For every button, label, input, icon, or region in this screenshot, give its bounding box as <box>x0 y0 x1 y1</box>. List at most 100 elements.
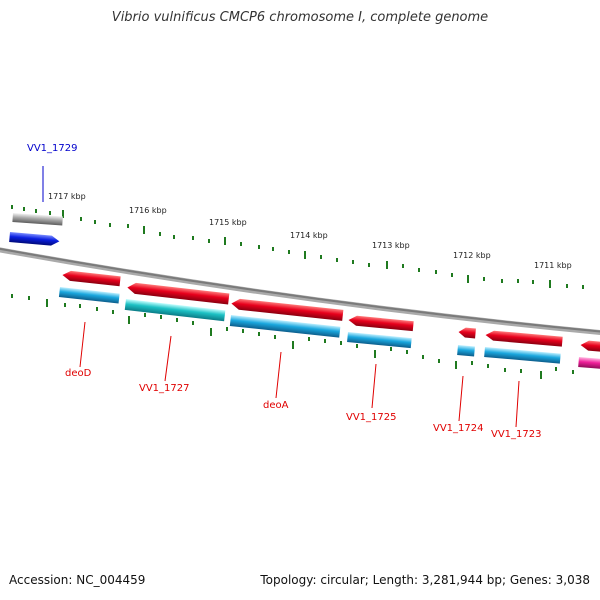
scale-dot <box>435 270 437 274</box>
genome-summary-text: Topology: circular; Length: 3,281,944 bp… <box>260 573 590 587</box>
gene-features <box>0 213 600 370</box>
deod-gene-feature <box>62 270 121 287</box>
scale-dot <box>572 370 574 374</box>
scale-dot <box>520 369 522 373</box>
scale-dot <box>471 361 473 365</box>
scale-dot <box>258 332 260 336</box>
scale-dot <box>127 224 129 228</box>
kbp-major-tick <box>143 226 145 234</box>
gene-label: deoA <box>263 400 289 411</box>
kbp-major-tick <box>549 280 551 288</box>
vv1-1729-cds-feature <box>12 213 63 226</box>
scale-dot <box>192 321 194 325</box>
scale-dot <box>208 239 210 243</box>
gene-label: VV1_1723 <box>491 429 542 440</box>
scale-dot <box>336 258 338 262</box>
scale-dot <box>109 223 111 227</box>
gene-label: deoD <box>65 368 92 379</box>
scale-dot <box>340 341 342 345</box>
scale-dot <box>94 220 96 224</box>
vv1-1725-cds-feature <box>347 332 412 349</box>
scale-dot <box>242 329 244 333</box>
kbp-label: 1712 kbp <box>453 251 491 260</box>
scale-dot <box>192 236 194 240</box>
kbp-major-tick <box>540 371 542 379</box>
label-leader-line <box>515 380 520 428</box>
scale-dot <box>28 296 30 300</box>
next-gene-feature <box>580 340 600 353</box>
scale-dot <box>487 364 489 368</box>
scale-dot <box>532 280 534 284</box>
vv1-1724-gene-feature <box>458 327 476 339</box>
scale-dot <box>356 344 358 348</box>
scale-dot <box>324 339 326 343</box>
label-leader-line <box>79 321 86 368</box>
map-title: Vibrio vulnificus CMCP6 chromosome I, co… <box>111 10 489 25</box>
vv1-1729-gene-feature <box>9 232 60 246</box>
scale-dot <box>258 245 260 249</box>
scale-dot <box>176 318 178 322</box>
scale-dot <box>402 264 404 268</box>
next-cds-feature <box>578 357 600 370</box>
scale-dot <box>64 303 66 307</box>
scale-dot <box>406 350 408 354</box>
scale-dot <box>483 277 485 281</box>
kbp-major-tick <box>128 316 130 324</box>
vv1-1724-cds-feature <box>457 345 475 357</box>
scale-dot <box>159 232 161 236</box>
vv1-1723-gene-feature <box>485 330 563 347</box>
scale-dot <box>504 368 506 372</box>
kbp-major-tick <box>46 299 48 307</box>
scale-dot <box>160 315 162 319</box>
accession-text: Accession: NC_004459 <box>9 573 146 587</box>
scale-dot <box>80 217 82 221</box>
deod-cds-feature <box>58 287 120 304</box>
vv1-1723-cds-feature <box>484 347 561 364</box>
scale-dot <box>422 355 424 359</box>
gene-label: VV1_1725 <box>346 412 397 423</box>
vv1-1727-cds-feature <box>124 299 226 322</box>
scale-dot <box>240 242 242 246</box>
scale-dot <box>112 310 114 314</box>
scale-dot <box>555 367 557 371</box>
scale-dot <box>438 359 440 363</box>
scale-dot <box>451 273 453 277</box>
label-leader-line <box>164 335 172 382</box>
kbp-label: 1716 kbp <box>129 206 167 215</box>
scale-dot <box>23 207 25 211</box>
scale-dot <box>501 279 503 283</box>
gene-label: VV1_1727 <box>139 383 190 394</box>
vv1-1727-gene-feature <box>127 282 230 305</box>
scale-dot <box>566 284 568 288</box>
deoa-gene-feature <box>231 298 344 321</box>
label-leader-line <box>458 375 464 422</box>
scale-dot <box>144 313 146 317</box>
gene-label: VV1_1729 <box>27 143 78 154</box>
scale-dot <box>49 211 51 215</box>
kbp-major-tick <box>386 261 388 269</box>
scale-dot <box>11 294 13 298</box>
vv1-1725-gene-feature <box>348 315 414 332</box>
scale-dot <box>35 209 37 213</box>
kbp-label: 1715 kbp <box>209 218 247 227</box>
scale-dot <box>11 205 13 209</box>
kbp-major-tick <box>62 210 64 218</box>
scale-dot <box>173 235 175 239</box>
scale-dot <box>517 279 519 283</box>
kbp-major-tick <box>292 341 294 349</box>
kbp-label: 1713 kbp <box>372 241 410 250</box>
scale-dot <box>226 327 228 331</box>
scale-dot <box>418 268 420 272</box>
kbp-major-tick <box>224 237 226 245</box>
scale-dot <box>308 337 310 341</box>
scale-dot <box>352 260 354 264</box>
scale-dot <box>288 250 290 254</box>
label-leader-line <box>371 363 377 409</box>
scale-dot <box>272 247 274 251</box>
scale-dot <box>96 307 98 311</box>
kbp-major-tick <box>455 361 457 369</box>
kbp-major-tick <box>210 328 212 336</box>
scale-dot <box>582 285 584 289</box>
scale-dot <box>368 263 370 267</box>
